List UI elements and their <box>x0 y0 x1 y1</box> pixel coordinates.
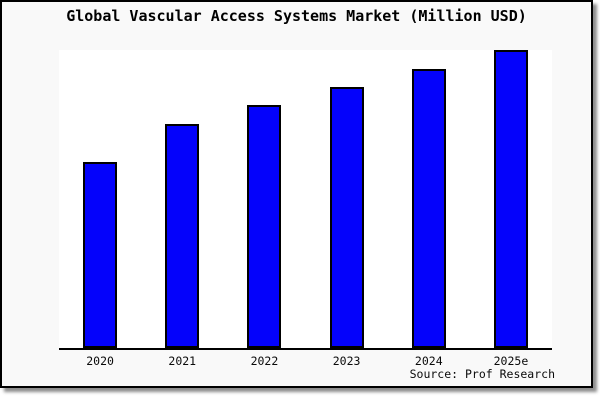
x-tick-label-2022: 2022 <box>250 354 279 368</box>
bar-2021 <box>165 124 200 348</box>
bar-2020 <box>83 162 118 348</box>
bar-slot-2020 <box>59 50 141 348</box>
plot-area <box>59 50 552 350</box>
bar-2022 <box>247 105 282 348</box>
chart-title: Global Vascular Access Systems Market (M… <box>66 7 527 25</box>
bars <box>59 50 552 348</box>
x-tick-label-2021: 2021 <box>168 354 197 368</box>
bar-2023 <box>329 87 364 348</box>
bar-slot-2021 <box>141 50 223 348</box>
x-tick-label-2024: 2024 <box>414 354 443 368</box>
x-tick-label-2025e: 2025e <box>493 354 529 368</box>
x-tick-label-2020: 2020 <box>86 354 114 368</box>
chart-card: Global Vascular Access Systems Market (M… <box>0 0 593 388</box>
bar-slot-2023 <box>306 50 388 348</box>
source-note: Source: Prof Research <box>409 367 555 381</box>
x-axis-labels: 2020 2021 2022 2023 2024 2025e <box>59 354 552 368</box>
bar-2025e <box>493 50 528 348</box>
bar-slot-2025e <box>470 50 552 348</box>
bar-slot-2022 <box>223 50 305 348</box>
bar-slot-2024 <box>388 50 470 348</box>
bar-2024 <box>411 69 446 348</box>
x-tick-label-2023: 2023 <box>332 354 361 368</box>
